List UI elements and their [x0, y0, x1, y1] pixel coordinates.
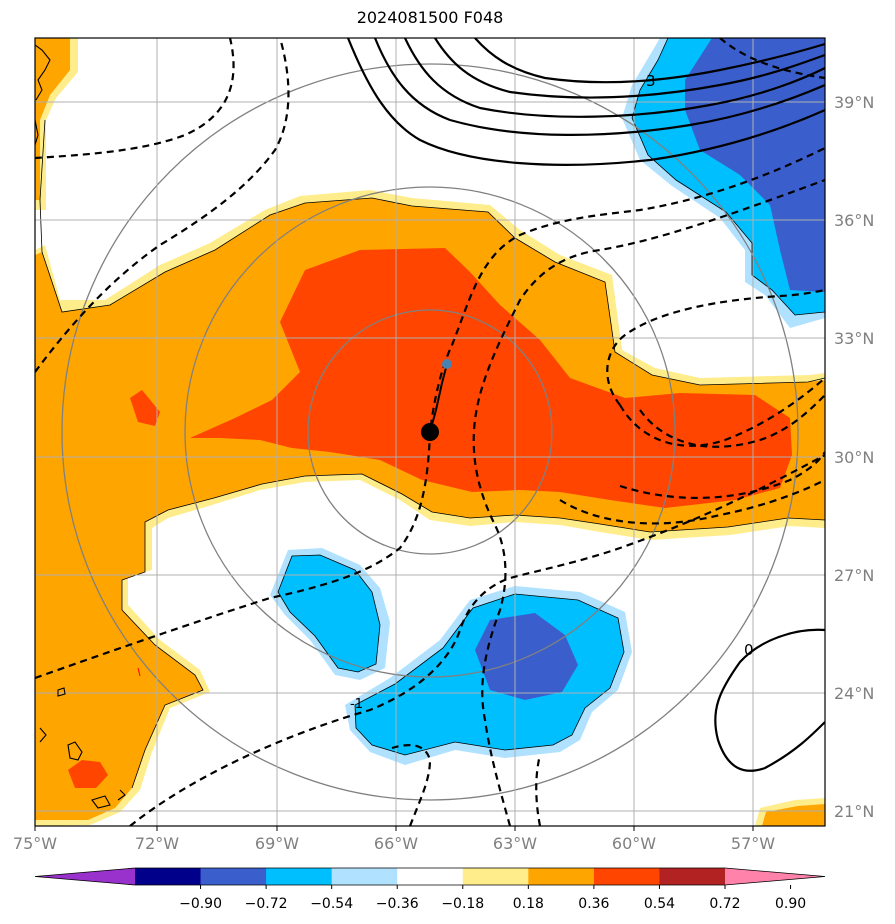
lat-label: 24°N: [834, 684, 874, 703]
dashed-contours: [35, 38, 825, 826]
lat-label: 27°N: [834, 566, 874, 585]
colorbar-segment: [593, 868, 660, 885]
positive-fill-red: [68, 248, 792, 788]
longitude-labels: 75°W 72°W 69°W 66°W 63°W 60°W 57°W: [13, 834, 775, 853]
range-ring-middle: [184, 186, 676, 678]
plot-title: 2024081500 F048: [356, 8, 504, 27]
latitude-labels: 39°N 36°N 33°N 30°N 27°N 24°N 21°N: [834, 93, 874, 821]
range-ring-outer: [61, 63, 799, 801]
lon-label: 72°W: [135, 834, 179, 853]
colorbar-tick-label: −0.90: [179, 896, 222, 912]
colorbar-tick-label: 0.90: [775, 896, 806, 912]
graticule: [35, 38, 825, 826]
colorbar-tick-label: −0.36: [376, 896, 419, 912]
colorbar-tick-label: 0.36: [578, 896, 609, 912]
solid-contours: [346, 38, 825, 772]
lon-label: 66°W: [374, 834, 418, 853]
positive-fill-orange: [35, 38, 825, 826]
map-frame: [34, 37, 826, 827]
lon-label: 60°W: [612, 834, 656, 853]
colorbar-tick-label: 0.54: [644, 896, 675, 912]
colorbar-segment: [266, 868, 333, 885]
colorbar-tick-label: −0.54: [310, 896, 353, 912]
colorbar-segment: [462, 868, 529, 885]
contour-label-neg1: -1: [350, 697, 363, 712]
colorbar-extend-low: [35, 868, 135, 885]
colorbar-tick-label: −0.72: [245, 896, 288, 912]
lat-label: 33°N: [834, 329, 874, 348]
lat-label: 21°N: [834, 802, 874, 821]
storm-track: [429, 363, 448, 433]
lat-label: 36°N: [834, 211, 874, 230]
range-rings: [61, 63, 799, 801]
lat-label: 30°N: [834, 448, 874, 467]
colorbar-segment: [528, 868, 595, 885]
colorbar-tick-label: 0.18: [513, 896, 544, 912]
lon-label: 63°W: [493, 834, 537, 853]
colorbar-segment: [331, 868, 398, 885]
colorbar-outline: [34, 867, 826, 886]
range-ring-inner: [307, 309, 553, 555]
storm-center-marker: [421, 423, 439, 441]
lon-label: 75°W: [13, 834, 57, 853]
lon-label: 57°W: [731, 834, 775, 853]
colorbar-extend-high: [725, 868, 825, 885]
colorbar-tick-label: −0.18: [441, 896, 484, 912]
lat-label: 39°N: [834, 93, 874, 112]
contour-label-0: 0: [744, 641, 754, 659]
coastline: [35, 44, 126, 809]
small-red-mark: [137, 667, 141, 677]
contour-label-3: 3: [646, 72, 656, 90]
tick-marks: [34, 826, 754, 831]
lon-label: 69°W: [255, 834, 299, 853]
colorbar: −0.90 −0.72 −0.54 −0.36 −0.18 0.18 0.36 0.54 0.7…: [34, 867, 826, 912]
colorbar-segment: [200, 868, 267, 885]
previous-position-marker: [442, 359, 452, 369]
negative-fill-small-blob: [270, 548, 390, 680]
colorbar-segment: [397, 868, 464, 885]
colorbar-segment: [659, 868, 726, 885]
contour-labels: 3 0 -1: [350, 72, 754, 712]
colorbar-segment: [135, 868, 202, 885]
map-area: 3 0 -1: [35, 38, 825, 826]
colorbar-tick-label: 0.72: [709, 896, 740, 912]
